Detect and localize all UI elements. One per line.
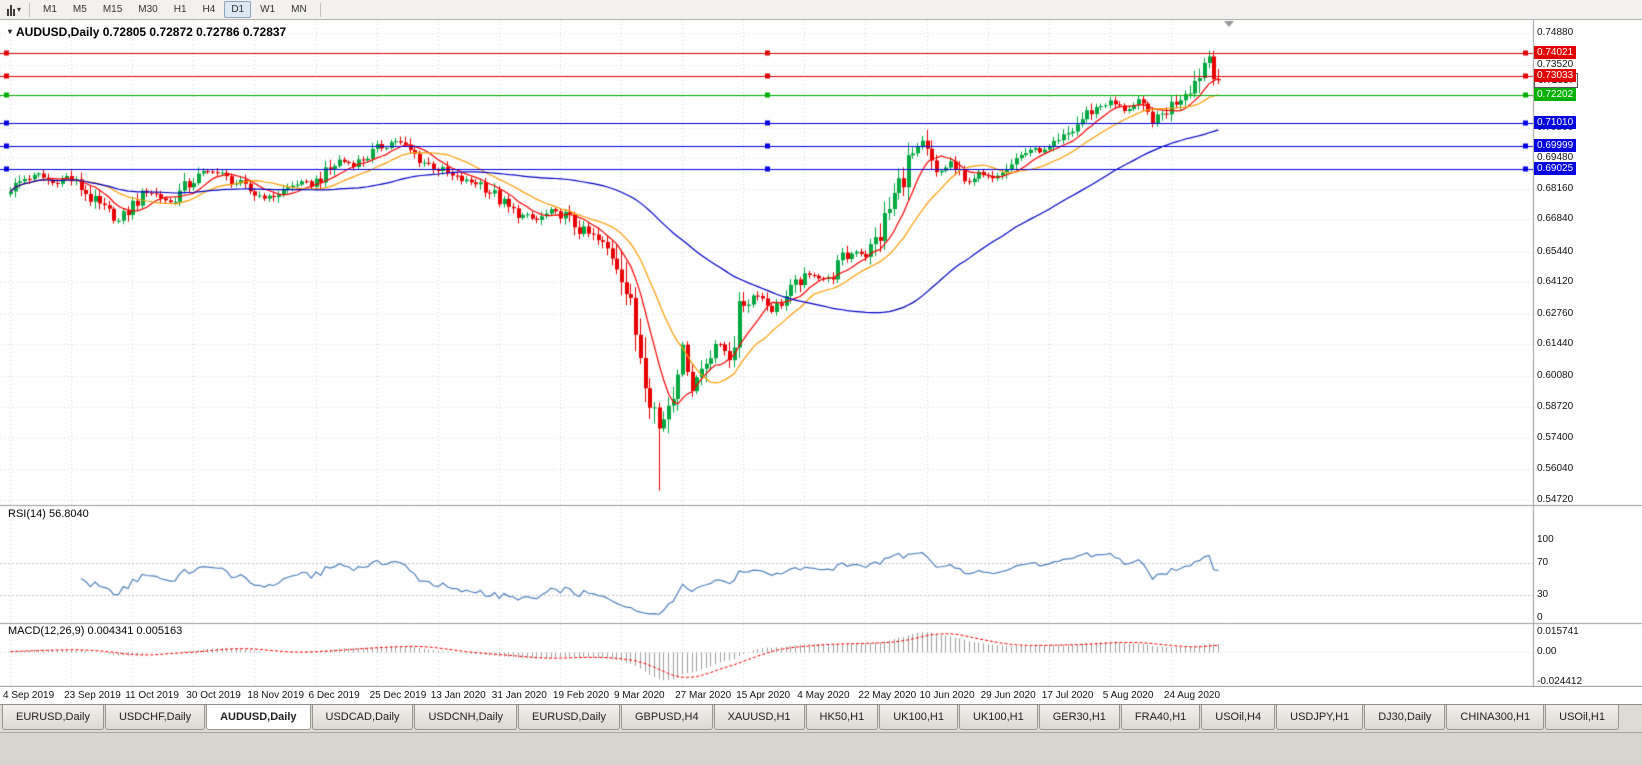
chart-title: ▾ AUDUSD,Daily 0.72805 0.72872 0.72786 0.…: [8, 25, 286, 39]
chart-tab-usdchf-daily[interactable]: USDCHF,Daily: [104, 705, 206, 730]
toolbar-separator: [29, 2, 31, 17]
chart-tab-eurusd-daily[interactable]: EURUSD,Daily: [2, 705, 104, 730]
chart-tab-xauusd-h1[interactable]: XAUUSD,H1: [713, 705, 805, 730]
toolbar-separator: [319, 2, 321, 17]
date-axis-label: 19 Feb 2020: [552, 690, 610, 701]
chevron-down-icon: ▾: [17, 4, 22, 14]
chart-dropdown-icon[interactable]: ▾: [8, 27, 13, 36]
date-axis-label: 23 Sep 2019: [64, 690, 121, 701]
date-axis-label: 31 Jan 2020: [491, 690, 547, 701]
chart-tab-bar: EURUSD,Daily USDCHF,Daily AUDUSD,Daily USDC…: [0, 705, 1642, 733]
date-axis-label: 5 Aug 2020: [1102, 690, 1154, 701]
chart-tab-gbpusd-h4[interactable]: GBPUSD,H4: [621, 705, 713, 730]
chart-tab-eurusd-daily[interactable]: EURUSD,Daily: [518, 705, 620, 730]
date-axis-label: 11 Oct 2019: [125, 690, 179, 701]
chart-tab-usdcad-daily[interactable]: USDCAD,Daily: [311, 705, 414, 730]
chart-tab-ger30-h1[interactable]: GER30,H1: [1038, 705, 1120, 730]
date-axis-label: 4 Sep 2019: [3, 690, 55, 701]
date-axis-label: 25 Dec 2019: [369, 690, 427, 701]
date-axis-label: 29 Jun 2020: [980, 690, 1036, 701]
chart-tab-fra40-h1[interactable]: FRA40,H1: [1120, 705, 1201, 730]
date-axis-label: 22 May 2020: [858, 690, 917, 701]
timeframe-button-mn[interactable]: MN: [291, 4, 307, 15]
candlestick-chart-icon: [7, 4, 16, 16]
date-axis-label: 6 Dec 2019: [308, 690, 360, 701]
chart-type-button[interactable]: ▾: [4, 3, 24, 17]
date-axis-label: 24 Aug 2020: [1163, 690, 1221, 701]
timeframe-button-m15[interactable]: M15: [102, 4, 123, 15]
chart-ohlc-values: 0.72805 0.72872 0.72786 0.72837: [102, 25, 287, 39]
chart-tab-usdcnh-daily[interactable]: USDCNH,Daily: [414, 705, 518, 730]
timeframe-button-w1[interactable]: W1: [260, 4, 276, 15]
date-axis-label: 17 Jul 2020: [1041, 690, 1094, 701]
chart-symbol-period: AUDUSD,Daily: [16, 25, 100, 39]
chart-tab-usoil-h1[interactable]: USOil,H1: [1545, 705, 1619, 730]
date-axis-label: 30 Oct 2019: [186, 690, 241, 701]
timeframe-button-m1[interactable]: M1: [43, 4, 57, 15]
rsi-indicator-label: RSI(14) 56.8040: [8, 508, 89, 520]
chart-tab-audusd-daily[interactable]: AUDUSD,Daily: [206, 705, 311, 730]
date-axis-label: 18 Nov 2019: [247, 690, 305, 701]
timeframe-toolbar: M1 M5 M15 M30 H1 H4 D1 W1 MN: [35, 1, 315, 18]
price-chart-canvas[interactable]: [0, 20, 1642, 687]
date-axis-label: 27 Mar 2020: [675, 690, 732, 701]
date-axis-label: 13 Jan 2020: [430, 690, 486, 701]
price-axis[interactable]: [1533, 20, 1642, 687]
chart-tab-china300-h1[interactable]: CHINA300,H1: [1446, 705, 1545, 730]
date-axis-label: 4 May 2020: [797, 690, 850, 701]
time-axis[interactable]: 4 Sep 2019 23 Sep 2019 11 Oct 2019 30 Oct 2…: [0, 687, 1642, 705]
date-axis-label: 10 Jun 2020: [919, 690, 975, 701]
chart-area: ▾ AUDUSD,Daily 0.72805 0.72872 0.72786 0.…: [0, 20, 1642, 687]
date-axis-label: 15 Apr 2020: [736, 690, 791, 701]
chart-tab-usoil-h4[interactable]: USOil,H4: [1201, 705, 1276, 730]
timeframe-button-d1[interactable]: D1: [224, 1, 252, 18]
date-axis-label: 9 Mar 2020: [614, 690, 665, 701]
toolbar: ▾ M1 M5 M15 M30 H1 H4 D1 W1 MN: [0, 0, 1642, 20]
chart-tab-uk100-h1[interactable]: UK100,H1: [958, 705, 1038, 730]
timeframe-button-h4[interactable]: H4: [202, 4, 216, 15]
chart-tab-usdjpy-h1[interactable]: USDJPY,H1: [1276, 705, 1364, 730]
chart-tab-hk50-h1[interactable]: HK50,H1: [805, 705, 879, 730]
timeframe-button-m5[interactable]: M5: [72, 4, 87, 15]
status-strip: [0, 733, 1642, 765]
chart-tab-uk100-h1[interactable]: UK100,H1: [879, 705, 958, 730]
chart-tab-dj30-daily[interactable]: DJ30,Daily: [1364, 705, 1446, 730]
macd-indicator-label: MACD(12,26,9) 0.004341 0.005163: [8, 625, 183, 637]
timeframe-button-h1[interactable]: H1: [173, 4, 187, 15]
timeframe-button-m30[interactable]: M30: [138, 4, 158, 15]
